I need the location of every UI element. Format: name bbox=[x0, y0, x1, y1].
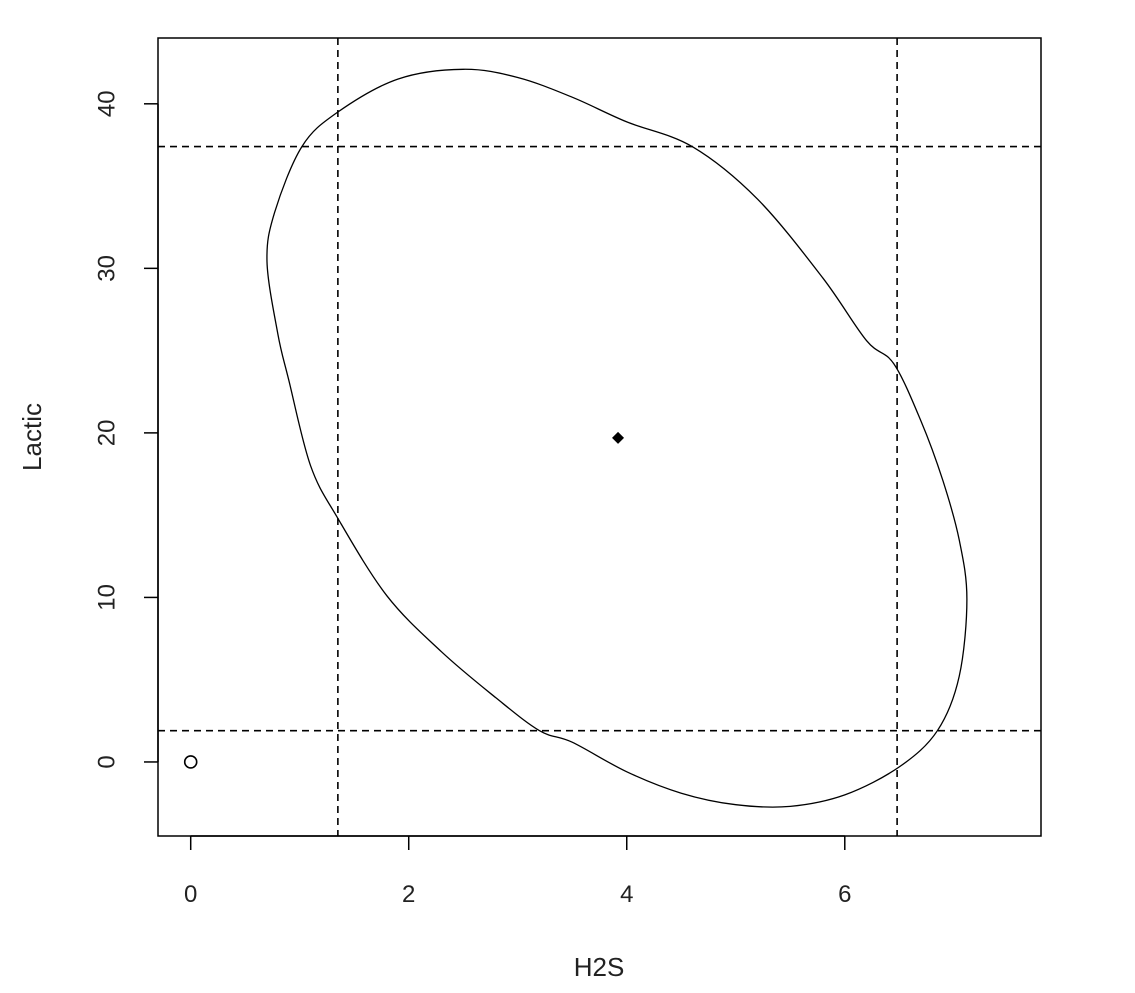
y-axis: 0 10 20 30 40 bbox=[93, 90, 159, 769]
x-axis-title: H2S bbox=[574, 952, 625, 982]
y-tick-label-0: 0 bbox=[93, 755, 120, 768]
y-tick-label-20: 20 bbox=[93, 420, 120, 447]
y-axis-title: Lactic bbox=[17, 403, 47, 471]
x-axis: 0 2 4 6 bbox=[184, 835, 851, 908]
y-tick-label-10: 10 bbox=[93, 584, 120, 611]
points-layer bbox=[183, 431, 625, 769]
data-point-1 bbox=[183, 755, 198, 769]
confidence-ellipse-layer bbox=[266, 68, 968, 808]
y-tick-label-30: 30 bbox=[93, 255, 120, 282]
confidence-ellipse bbox=[266, 68, 968, 808]
y-tick-label-40: 40 bbox=[93, 90, 120, 117]
reference-lines bbox=[158, 38, 1041, 836]
x-tick-label-4: 4 bbox=[620, 881, 633, 908]
x-tick-label-6: 6 bbox=[838, 881, 851, 908]
x-tick-label-0: 0 bbox=[184, 881, 197, 908]
x-tick-label-2: 2 bbox=[402, 881, 415, 908]
mean-point bbox=[612, 431, 625, 444]
